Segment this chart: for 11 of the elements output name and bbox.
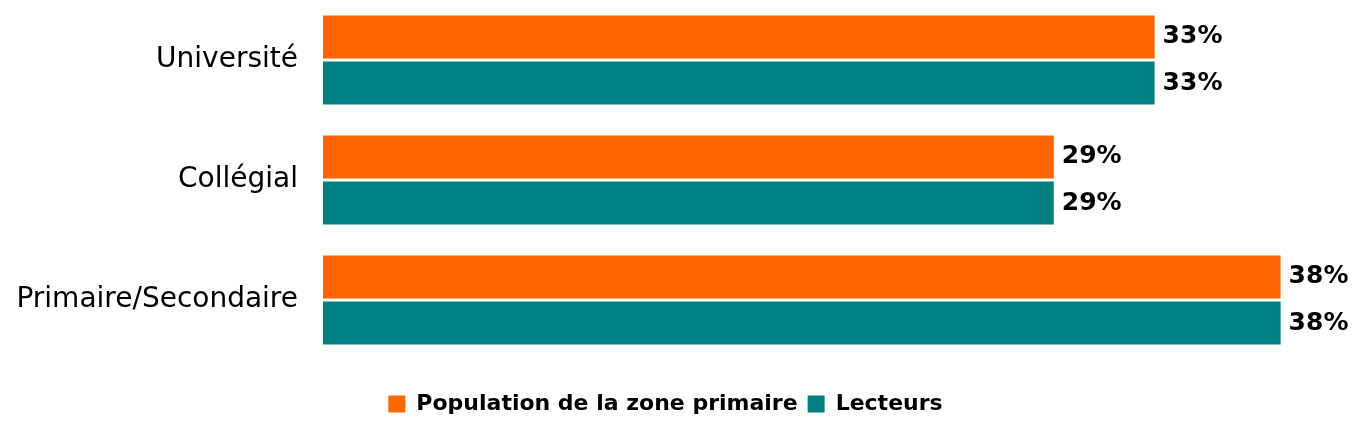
data-label: 38% bbox=[1288, 306, 1349, 336]
y-tick-label: Université bbox=[156, 41, 298, 75]
legend-label: Lecteurs bbox=[835, 389, 943, 415]
data-label: 33% bbox=[1162, 66, 1223, 96]
y-tick-label: Primaire/Secondaire bbox=[16, 281, 298, 315]
legend-label: Population de la zone primaire bbox=[416, 389, 798, 415]
data-label: 29% bbox=[1061, 140, 1122, 170]
data-label: 29% bbox=[1061, 186, 1122, 216]
y-tick-label: Collégial bbox=[178, 161, 298, 195]
data-label: 38% bbox=[1288, 260, 1349, 290]
data-label: 33% bbox=[1162, 20, 1223, 50]
